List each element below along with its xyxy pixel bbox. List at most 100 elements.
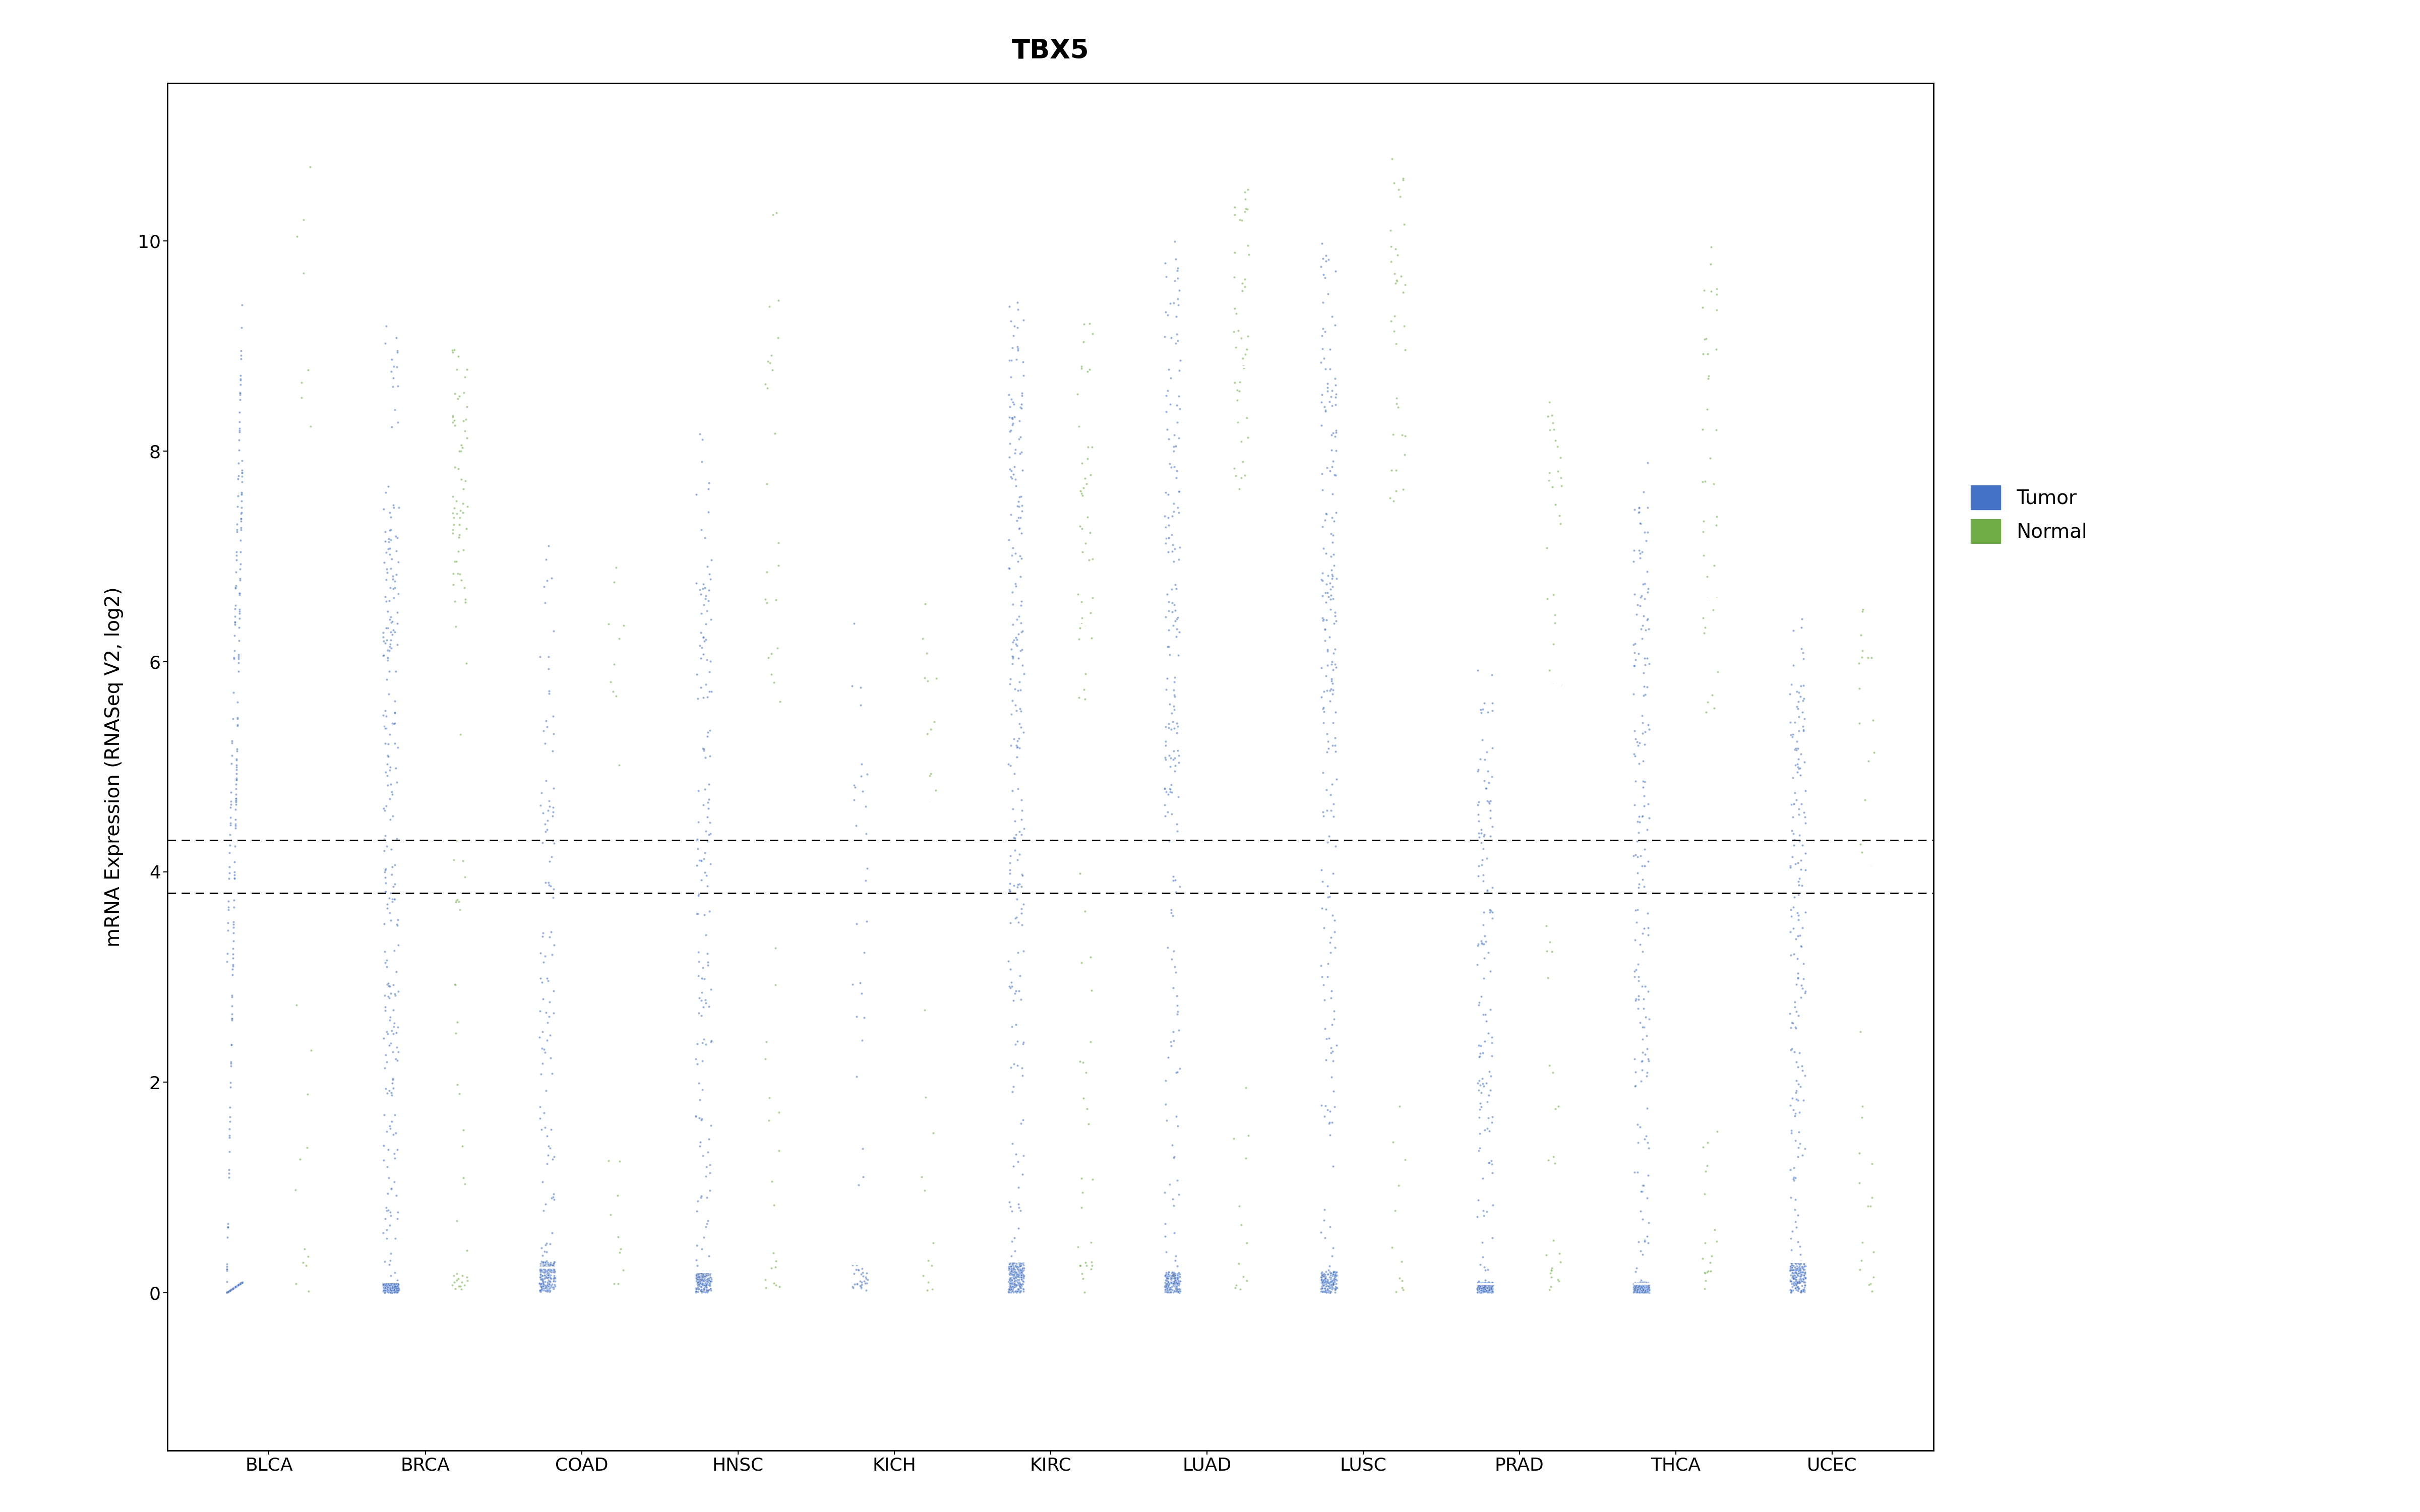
Point (1774, 1275, 1813, 1299)
Point (760, 1101, 799, 1125)
Point (1459, 1281, 1498, 1305)
Point (1617, 1275, 1655, 1299)
Point (215, 1275, 254, 1299)
Point (1629, 1281, 1667, 1305)
Point (748, 559, 786, 584)
Point (685, 1027, 724, 1051)
Point (368, 972, 407, 996)
Point (532, 1267, 571, 1291)
Point (1147, 747, 1186, 771)
Point (223, 1270, 261, 1294)
Point (1060, 1253, 1099, 1278)
Point (1626, 1273, 1665, 1297)
Point (1150, 643, 1188, 667)
Point (208, 910, 247, 934)
Point (223, 1270, 261, 1294)
Point (682, 1031, 721, 1055)
Point (1379, 1266, 1418, 1290)
Point (378, 1276, 416, 1300)
Point (690, 1208, 728, 1232)
Point (1154, 1275, 1193, 1299)
Point (690, 1259, 728, 1284)
Point (1304, 246, 1343, 271)
Point (1154, 290, 1193, 314)
Point (997, 608, 1036, 632)
Point (218, 540, 257, 564)
Point (1774, 1167, 1813, 1191)
Point (1314, 1259, 1353, 1284)
Point (1154, 1264, 1193, 1288)
Point (1002, 381, 1041, 405)
Point (1464, 1273, 1503, 1297)
Point (685, 526, 724, 550)
Point (373, 888, 411, 912)
Point (1629, 617, 1667, 641)
Point (1684, 1261, 1723, 1285)
Point (380, 1272, 419, 1296)
Point (1626, 1270, 1665, 1294)
Point (1215, 319, 1254, 343)
Point (1467, 1278, 1505, 1302)
Point (1474, 691, 1512, 715)
Point (1309, 874, 1348, 898)
Point (1065, 1086, 1104, 1110)
Point (1002, 1272, 1041, 1296)
Point (1779, 756, 1817, 780)
Point (220, 1272, 259, 1296)
Point (208, 1279, 247, 1303)
Point (1004, 662, 1043, 686)
Point (223, 516, 261, 540)
Point (1621, 1276, 1660, 1300)
Point (373, 618, 411, 643)
Point (535, 618, 574, 643)
Point (1617, 1273, 1655, 1297)
Point (1464, 1040, 1503, 1064)
Point (365, 857, 404, 881)
Point (525, 1273, 564, 1297)
Point (1304, 1270, 1343, 1294)
Point (211, 841, 249, 865)
Point (365, 331, 404, 355)
Point (992, 1270, 1031, 1294)
Point (220, 629, 259, 653)
Point (1157, 1104, 1195, 1128)
Point (1004, 816, 1043, 841)
Point (1471, 898, 1510, 922)
Point (365, 839, 404, 863)
Point (1621, 1238, 1660, 1263)
Point (1464, 1275, 1503, 1299)
Point (368, 561, 407, 585)
Point (1617, 1272, 1655, 1296)
Point (1147, 745, 1186, 770)
Point (690, 1273, 728, 1297)
Point (1002, 1276, 1041, 1300)
Point (1842, 623, 1880, 647)
Point (1147, 1281, 1186, 1305)
Point (1776, 972, 1815, 996)
Point (213, 1278, 252, 1302)
Point (1619, 1272, 1658, 1296)
Point (1621, 1273, 1660, 1297)
Point (365, 1148, 404, 1172)
Point (530, 1266, 569, 1290)
Point (438, 488, 477, 513)
Point (678, 1188, 716, 1213)
Point (378, 1207, 416, 1231)
Point (1309, 689, 1348, 714)
Point (682, 449, 721, 473)
Point (997, 494, 1036, 519)
Point (995, 1253, 1033, 1278)
Point (1784, 686, 1822, 711)
Point (1471, 1278, 1510, 1302)
Point (1779, 903, 1817, 927)
Point (288, 1083, 327, 1107)
Point (1781, 756, 1820, 780)
Point (1621, 844, 1660, 868)
Point (603, 1258, 641, 1282)
Point (1776, 1276, 1815, 1300)
Point (1471, 806, 1510, 830)
Point (378, 1279, 416, 1303)
Point (1157, 458, 1195, 482)
Point (1159, 1114, 1198, 1139)
Point (1614, 1275, 1653, 1299)
